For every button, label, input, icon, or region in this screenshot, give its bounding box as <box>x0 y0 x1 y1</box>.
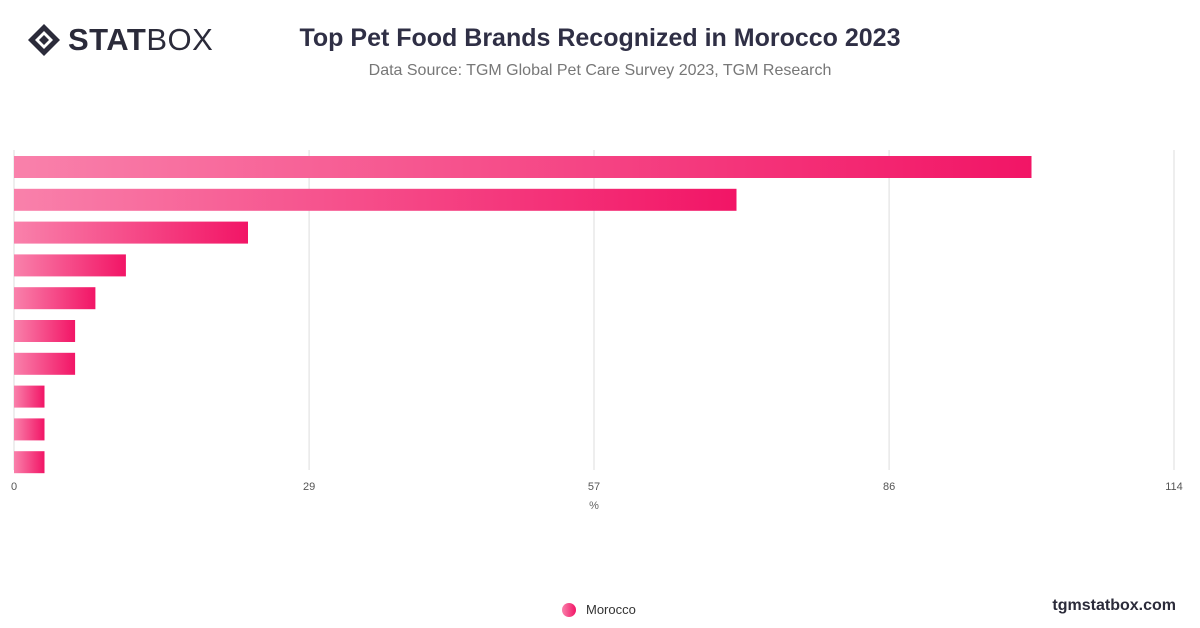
bar-5[interactable] <box>14 287 96 310</box>
legend-label-morocco: Morocco <box>586 602 636 617</box>
x-tick-label: 29 <box>303 481 315 493</box>
x-tick-label: 57 <box>588 481 600 493</box>
bar-7[interactable] <box>14 352 76 375</box>
legend[interactable]: Morocco <box>562 602 636 617</box>
bar-6[interactable] <box>14 320 76 342</box>
bar-10[interactable] <box>14 451 45 474</box>
logo-word-box: BOX <box>146 22 214 57</box>
bar-1[interactable] <box>14 156 1032 178</box>
statbox-logo-icon <box>28 24 60 56</box>
legend-swatch <box>562 602 576 617</box>
x-tick-label: 0 <box>11 481 17 493</box>
bar-8[interactable] <box>14 385 45 408</box>
logo-word-stat: STAT <box>68 22 147 57</box>
chart-title: Top Pet Food Brands Recognized in Morocc… <box>299 24 901 52</box>
statbox-logo: STATBOX <box>26 22 213 58</box>
bar-3[interactable] <box>14 221 248 244</box>
bar-9[interactable] <box>14 418 45 441</box>
chart-subtitle: Data Source: TGM Global Pet Care Survey … <box>368 62 832 79</box>
footer-site-link[interactable]: tgmstatbox.com <box>1052 597 1176 614</box>
logo-wordmark: STATBOX <box>68 22 213 58</box>
bar-2[interactable] <box>14 188 737 211</box>
bar-4[interactable] <box>14 254 126 277</box>
x-tick-label: 114 <box>1165 481 1183 493</box>
x-tick-label: 86 <box>883 481 895 493</box>
x-axis-label: % <box>589 500 599 512</box>
